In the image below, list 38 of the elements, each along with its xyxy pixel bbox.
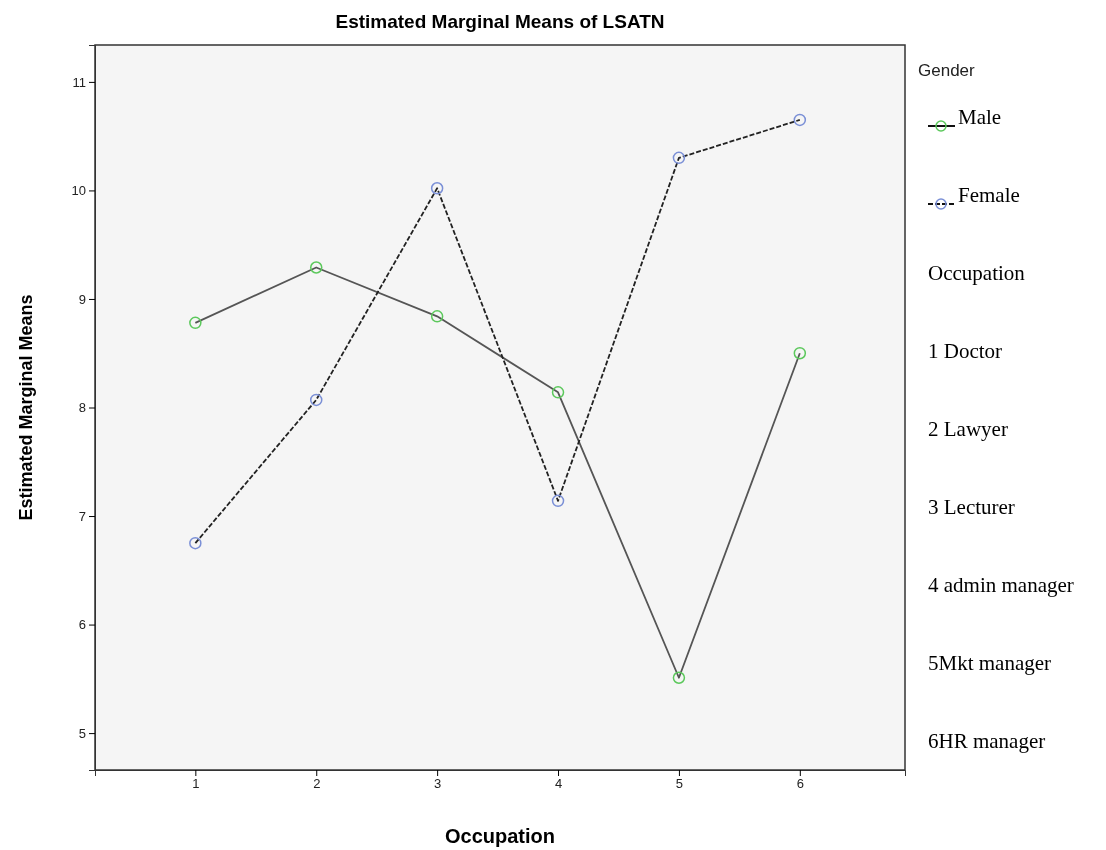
y-tick-label: 8 xyxy=(78,400,86,416)
point xyxy=(793,346,807,360)
y-tick-label: 7 xyxy=(78,508,86,524)
legend-title: Gender xyxy=(918,61,976,80)
y-tick-label: 11 xyxy=(72,74,86,90)
point xyxy=(672,671,686,684)
text: 3 Lecturer xyxy=(928,495,1015,519)
point xyxy=(551,494,565,508)
point xyxy=(672,151,686,165)
x-tick-label: 4 xyxy=(554,776,563,792)
point xyxy=(189,316,202,330)
point xyxy=(793,113,807,127)
x-tick-label: 2 xyxy=(313,776,321,792)
legend-label: Female xyxy=(958,183,1020,207)
point xyxy=(551,386,565,399)
point xyxy=(430,310,444,323)
x-tick-label: 1 xyxy=(192,776,200,792)
point xyxy=(309,393,323,407)
point xyxy=(430,182,444,195)
point xyxy=(309,261,323,274)
y-tick-label: 9 xyxy=(78,291,86,307)
text: Occupation xyxy=(928,261,1026,285)
point xyxy=(189,536,202,550)
y-tick-label: 5 xyxy=(78,725,86,741)
chart-title: Estimated Marginal Means of LSATN xyxy=(335,11,665,32)
y-tick-label: 10 xyxy=(71,183,86,199)
y-axis-title: Estimated Marginal Means xyxy=(16,294,36,521)
text: 5Mkt manager xyxy=(928,651,1052,675)
text: 1 Doctor xyxy=(928,339,1003,363)
text: 6HR manager xyxy=(928,729,1046,753)
x-axis-title: Occupation xyxy=(444,825,556,847)
y-tick-label: 6 xyxy=(78,617,86,633)
legend-label: Male xyxy=(958,105,1002,129)
text: 2 Lawyer xyxy=(928,417,1008,441)
x-tick-label: 6 xyxy=(796,776,804,792)
text: 4 admin manager xyxy=(928,573,1074,597)
x-tick-label: 3 xyxy=(434,776,442,792)
x-tick-label: 5 xyxy=(675,776,684,792)
